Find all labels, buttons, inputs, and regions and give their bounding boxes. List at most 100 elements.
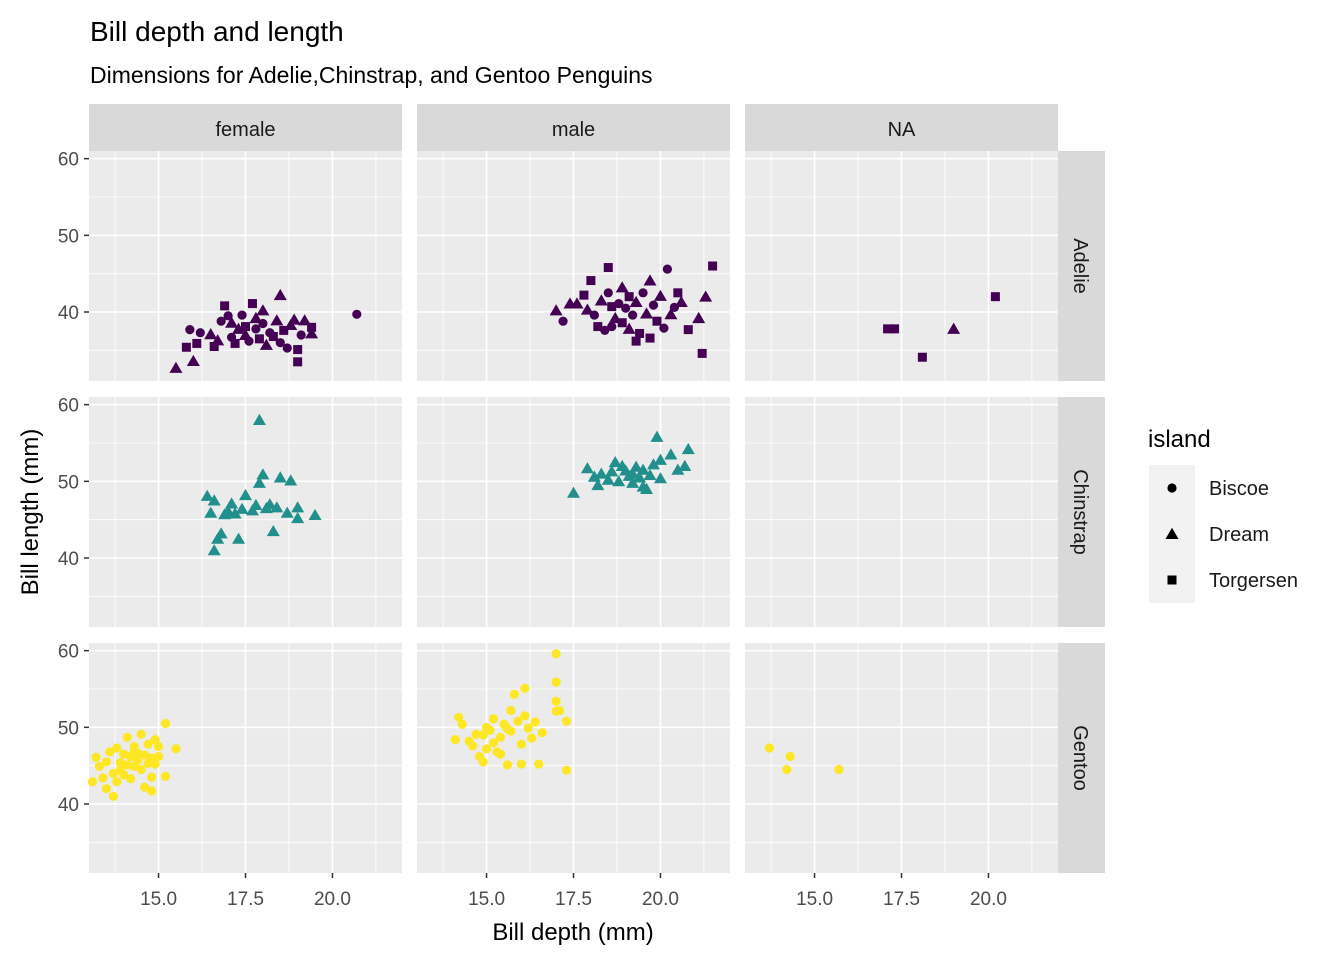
data-point: [263, 498, 277, 510]
data-point: [506, 705, 516, 716]
data-point: [566, 486, 581, 498]
facet-strip-row-label: Gentoo: [1069, 725, 1091, 791]
data-point: [633, 471, 647, 483]
data-point: [537, 728, 547, 738]
data-point: [509, 689, 519, 699]
data-point: [643, 274, 657, 286]
data-point: [669, 302, 679, 312]
data-point: [140, 782, 150, 792]
data-point: [273, 471, 287, 483]
data-point: [147, 772, 157, 782]
facet-panel: [417, 643, 730, 873]
x-tick-label: 15.0: [140, 889, 177, 910]
facet-strip-col-label: male: [552, 119, 595, 141]
data-point: [256, 304, 270, 316]
data-point: [612, 475, 626, 487]
data-point: [681, 442, 695, 455]
data-point: [266, 524, 280, 537]
y-tick-label: 60: [58, 642, 79, 663]
data-point: [551, 677, 561, 687]
data-point: [697, 348, 707, 358]
data-point: [607, 321, 617, 332]
data-point: [516, 759, 526, 769]
data-point: [307, 322, 317, 332]
data-point: [883, 324, 893, 334]
data-point: [674, 295, 688, 307]
data-point: [603, 263, 613, 273]
legend-item-label: Dream: [1209, 524, 1269, 546]
data-point: [485, 725, 495, 736]
data-point: [621, 303, 631, 313]
data-point: [258, 318, 268, 329]
data-point: [589, 310, 599, 320]
data-point: [232, 532, 246, 544]
data-point: [284, 474, 298, 486]
data-point: [502, 724, 513, 734]
data-point: [653, 453, 667, 465]
data-point: [617, 318, 627, 328]
data-point: [305, 327, 319, 339]
data-point: [115, 758, 125, 768]
data-point: [112, 743, 122, 753]
data-point: [603, 288, 613, 298]
data-point: [554, 705, 565, 716]
data-point: [516, 739, 526, 749]
data-point: [122, 732, 132, 742]
data-point: [580, 462, 594, 474]
facet-strip-col: [417, 104, 730, 151]
data-point: [520, 683, 530, 693]
data-point: [296, 330, 306, 340]
data-point: [185, 325, 195, 335]
legend-item-label: Torgersen: [1209, 570, 1298, 592]
data-point: [650, 430, 664, 442]
data-point: [782, 764, 792, 775]
chart-subtitle: Dimensions for Adelie,Chinstrap, and Gen…: [90, 62, 653, 88]
data-point: [133, 755, 143, 765]
data-point: [699, 290, 713, 302]
data-point: [160, 771, 171, 782]
facet-strip-row-label: Chinstrap: [1069, 469, 1091, 555]
data-point: [947, 322, 961, 334]
facet-strip-col: [89, 104, 402, 151]
data-point: [211, 334, 225, 346]
data-point: [671, 463, 685, 475]
data-point: [143, 739, 153, 749]
facet-strip-col: [745, 104, 1058, 151]
y-tick-label: 60: [58, 150, 79, 171]
data-point: [136, 764, 146, 775]
facet-panel: [417, 397, 730, 627]
data-point: [607, 302, 617, 312]
data-point: [235, 502, 249, 514]
data-point: [643, 469, 657, 481]
data-point: [653, 289, 667, 301]
data-point: [890, 324, 900, 334]
data-point: [558, 316, 568, 326]
data-point: [153, 741, 164, 752]
data-point: [495, 732, 506, 742]
data-point: [160, 718, 171, 729]
data-point: [635, 328, 645, 338]
data-point: [629, 295, 643, 307]
data-point: [153, 751, 164, 762]
data-point: [256, 468, 270, 480]
data-point: [594, 294, 608, 306]
data-point: [708, 261, 718, 271]
y-tick-label: 40: [58, 549, 79, 570]
data-point: [834, 764, 844, 775]
x-tick-label: 20.0: [314, 889, 351, 910]
data-point: [244, 336, 254, 346]
data-point: [478, 757, 488, 767]
data-point: [129, 746, 139, 756]
data-point: [600, 325, 610, 335]
data-point: [238, 488, 253, 501]
data-point: [249, 498, 263, 511]
data-point: [207, 544, 221, 556]
data-point: [237, 310, 247, 320]
data-point: [171, 744, 181, 754]
data-point: [119, 749, 129, 759]
y-axis-label: Bill length (mm): [17, 429, 44, 596]
data-point: [308, 508, 322, 521]
data-point: [291, 501, 305, 513]
data-point: [126, 774, 136, 784]
data-point: [605, 465, 619, 477]
